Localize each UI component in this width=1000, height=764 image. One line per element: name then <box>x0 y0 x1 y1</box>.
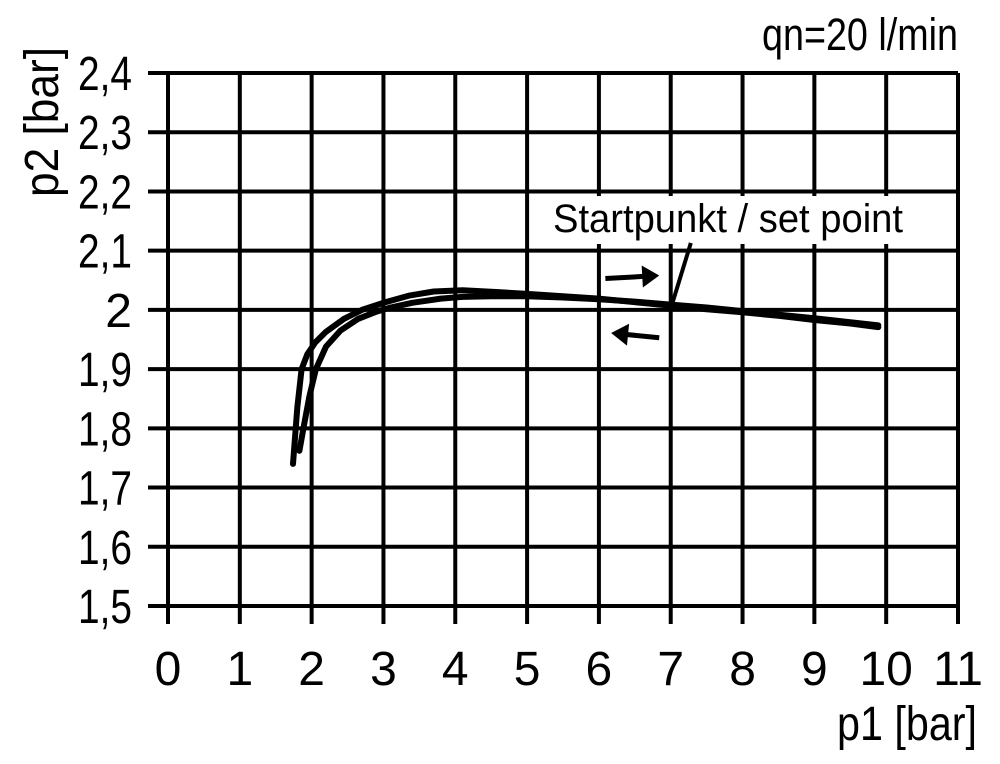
direction-arrow-head-right <box>641 265 660 288</box>
curve-pressure-falling <box>296 293 882 454</box>
x-tick-label: 9 <box>801 643 828 696</box>
set-point-label: Startpunkt / set point <box>553 197 903 241</box>
x-tick-label: 0 <box>155 643 182 696</box>
x-tick-label: 11 <box>933 643 983 696</box>
y-tick-label: 1,7 <box>78 463 132 516</box>
x-axis-title: p1 [bar] <box>837 698 977 751</box>
y-tick-label: 1,5 <box>78 581 132 634</box>
x-tick-label: 6 <box>586 643 613 696</box>
y-tick-label: 1,6 <box>78 522 132 575</box>
grid-layer: 2,42,32,22,121,91,81,71,61,50 1 2 3 4 5 6 7 8 9 10… <box>78 48 983 696</box>
y-tick-label: 2,2 <box>78 166 132 219</box>
arrow-layer <box>605 242 693 346</box>
y-tick-label: 1,8 <box>78 403 132 456</box>
flow-rate-label: qn=20 l/min <box>762 9 958 60</box>
y-tick-label: 2 <box>105 285 132 338</box>
y-tick-label: 1,9 <box>78 344 132 397</box>
y-tick-label: 2,4 <box>78 48 132 101</box>
annotation-layer: Startpunkt / set point qn=20 l/min p1 [b… <box>16 9 977 751</box>
x-tick-label: 2 <box>298 643 325 696</box>
x-tick-label: 7 <box>657 643 684 696</box>
x-tick-label: 5 <box>514 643 541 696</box>
series-layer <box>290 287 882 467</box>
set-point-leader-line <box>670 242 693 305</box>
x-tick-label: 4 <box>442 643 469 696</box>
x-tick-label: 10 <box>859 643 912 696</box>
set-point-label-background <box>548 196 910 244</box>
x-tick-label: 1 <box>226 643 253 696</box>
direction-arrow-shaft-right <box>605 273 646 281</box>
direction-arrow-shaft-left <box>624 331 660 341</box>
y-tick-label: 2,3 <box>78 107 132 160</box>
x-tick-label: 3 <box>370 643 397 696</box>
direction-arrow-head-left <box>611 323 630 346</box>
y-axis-title: p2 [bar] <box>16 47 69 197</box>
y-tick-label: 2,1 <box>78 226 132 279</box>
x-tick-label: 8 <box>729 643 756 696</box>
